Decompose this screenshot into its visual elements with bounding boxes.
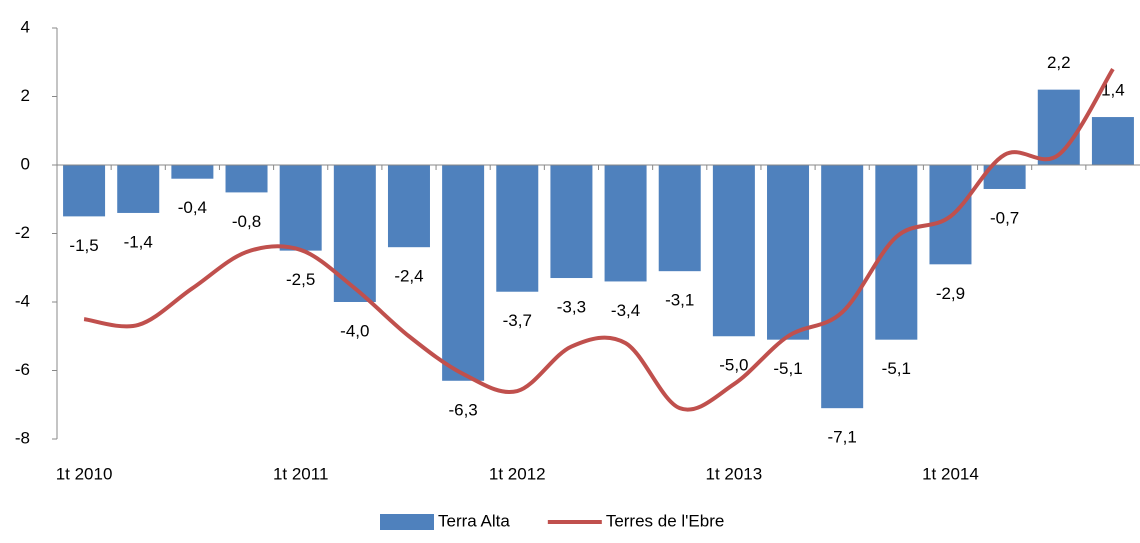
data-label: -2,9 (936, 284, 965, 303)
bar (442, 165, 485, 381)
data-label: -0,7 (990, 208, 1019, 227)
data-label: -5,1 (882, 359, 911, 378)
bar (63, 165, 106, 217)
y-tick-label: -4 (15, 291, 30, 310)
y-tick-label: -8 (15, 428, 30, 447)
x-tick-label: 1t 2010 (56, 464, 113, 483)
data-label: -5,0 (719, 356, 748, 375)
line (83, 68, 1115, 412)
bar (496, 165, 539, 292)
data-label: -3,7 (503, 311, 532, 330)
y-tick-label: 2 (21, 86, 30, 105)
x-tick-label: 1t 2012 (489, 464, 546, 483)
bar (767, 165, 810, 340)
x-tick-label: 1t 2011 (273, 464, 328, 483)
data-label: 2,2 (1047, 53, 1071, 72)
data-label: -2,5 (286, 270, 315, 289)
data-label: -3,4 (611, 301, 640, 320)
y-tick-label: -2 (15, 223, 30, 242)
bar (983, 165, 1026, 189)
x-tick-label: 1t 2013 (706, 464, 763, 483)
data-label: -6,3 (448, 400, 477, 419)
y-tick-label: -6 (15, 360, 30, 379)
bar (821, 165, 864, 409)
bar (712, 165, 755, 337)
y-tick-label: 0 (21, 154, 30, 173)
bar (550, 165, 593, 279)
bar (171, 165, 214, 179)
bar (658, 165, 701, 272)
legend-label: Terra Alta (438, 511, 510, 530)
data-label: -3,1 (665, 291, 694, 310)
legend-swatch (380, 514, 434, 530)
data-label: -3,3 (557, 298, 586, 317)
bar (117, 165, 160, 213)
bar (225, 165, 268, 193)
data-label: -1,5 (69, 236, 98, 255)
data-label: -5,1 (773, 359, 802, 378)
data-label: 1,4 (1101, 81, 1125, 100)
data-label: -7,1 (828, 428, 857, 447)
data-label: -4,0 (340, 321, 369, 340)
bar (1091, 117, 1134, 165)
data-label: -2,4 (394, 267, 423, 286)
data-label: -0,8 (232, 212, 261, 231)
bar (387, 165, 430, 248)
x-tick-label: 1t 2014 (922, 464, 979, 483)
data-label: -0,4 (178, 198, 207, 217)
bar (604, 165, 647, 282)
y-tick-label: 4 (21, 17, 30, 36)
bar (333, 165, 376, 302)
data-label: -1,4 (124, 232, 153, 251)
legend-label: Terres de l'Ebre (606, 511, 725, 530)
bar (279, 165, 322, 251)
